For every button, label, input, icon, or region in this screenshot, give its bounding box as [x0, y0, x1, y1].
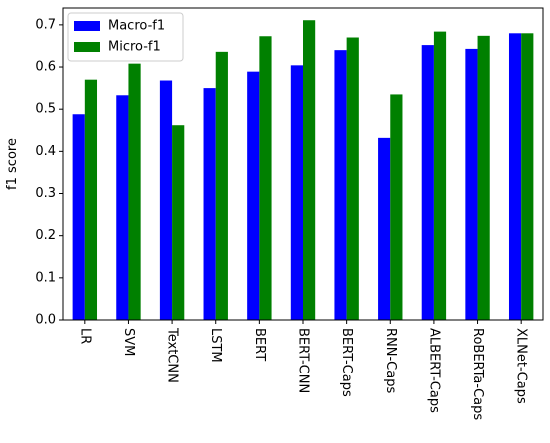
bar-micro-f1-roberta-caps	[477, 35, 490, 320]
x-axis: LR SVM TextCNN LSTM BERT BERT-CNN BERT-Caps RNN…	[77, 320, 529, 420]
y-tick-label: 0.1	[35, 270, 56, 285]
y-tick-label: 0.0	[35, 313, 56, 328]
x-tick-label: RoBERTa-Caps	[470, 328, 485, 420]
bar-macro-f1-bert-cnn	[290, 65, 303, 320]
bar-macro-f1-bert	[247, 71, 260, 320]
y-axis: 0.0 0.1 0.2 0.3 0.4 0.5 0.6 0.7	[35, 17, 63, 328]
legend-swatch-micro-f1	[74, 42, 100, 52]
bar-macro-f1-lstm	[203, 88, 216, 320]
x-tick-label: LR	[77, 328, 92, 344]
x-tick-label: TextCNN	[165, 327, 180, 383]
bars-group	[72, 20, 534, 321]
bar-macro-f1-svm	[116, 95, 129, 320]
bar-micro-f1-bert-caps	[346, 37, 359, 320]
bar-macro-f1-textcnn	[159, 80, 173, 321]
y-tick-label: 0.5	[35, 102, 56, 117]
legend-label-micro-f1: Micro-f1	[108, 40, 161, 55]
y-tick-label: 0.2	[35, 228, 56, 243]
bar-macro-f1-roberta-caps	[465, 48, 478, 321]
x-tick-label: BERT	[252, 328, 267, 361]
x-tick-label: RNN-Caps	[383, 328, 398, 393]
x-tick-label: LSTM	[208, 328, 223, 363]
legend: Macro-f1 Micro-f1	[67, 12, 184, 62]
bar-micro-f1-textcnn	[172, 125, 185, 321]
bar-macro-f1-rnn-caps	[378, 137, 391, 320]
bar-micro-f1-rnn-caps	[390, 94, 403, 321]
x-tick-label: BERT-CNN	[296, 328, 311, 393]
y-tick-label: 0.4	[35, 144, 56, 159]
x-tick-label: BERT-Caps	[339, 328, 354, 397]
bar-micro-f1-albert-caps	[433, 31, 447, 321]
bar-micro-f1-xlnet-caps	[521, 33, 534, 321]
y-tick-label: 0.3	[35, 186, 56, 201]
bar-micro-f1-lr	[84, 79, 98, 321]
legend-label-macro-f1: Macro-f1	[108, 19, 165, 34]
y-axis-label: f1 score	[5, 138, 20, 190]
bar-micro-f1-bert	[259, 36, 272, 320]
bar-micro-f1-lstm	[215, 51, 228, 320]
x-tick-label: XLNet-Caps	[514, 328, 529, 404]
x-tick-label: ALBERT-Caps	[426, 328, 441, 413]
bar-micro-f1-bert-cnn	[303, 20, 316, 320]
x-tick-label: SVM	[121, 328, 136, 356]
bar-micro-f1-svm	[128, 63, 141, 321]
legend-swatch-macro-f1	[74, 21, 100, 31]
y-tick-label: 0.6	[35, 60, 56, 75]
bar-macro-f1-xlnet-caps	[508, 33, 522, 321]
y-tick-label: 0.7	[35, 17, 56, 32]
bar-macro-f1-lr	[72, 114, 85, 320]
bar-macro-f1-bert-caps	[334, 50, 347, 320]
bar-macro-f1-albert-caps	[421, 45, 434, 320]
